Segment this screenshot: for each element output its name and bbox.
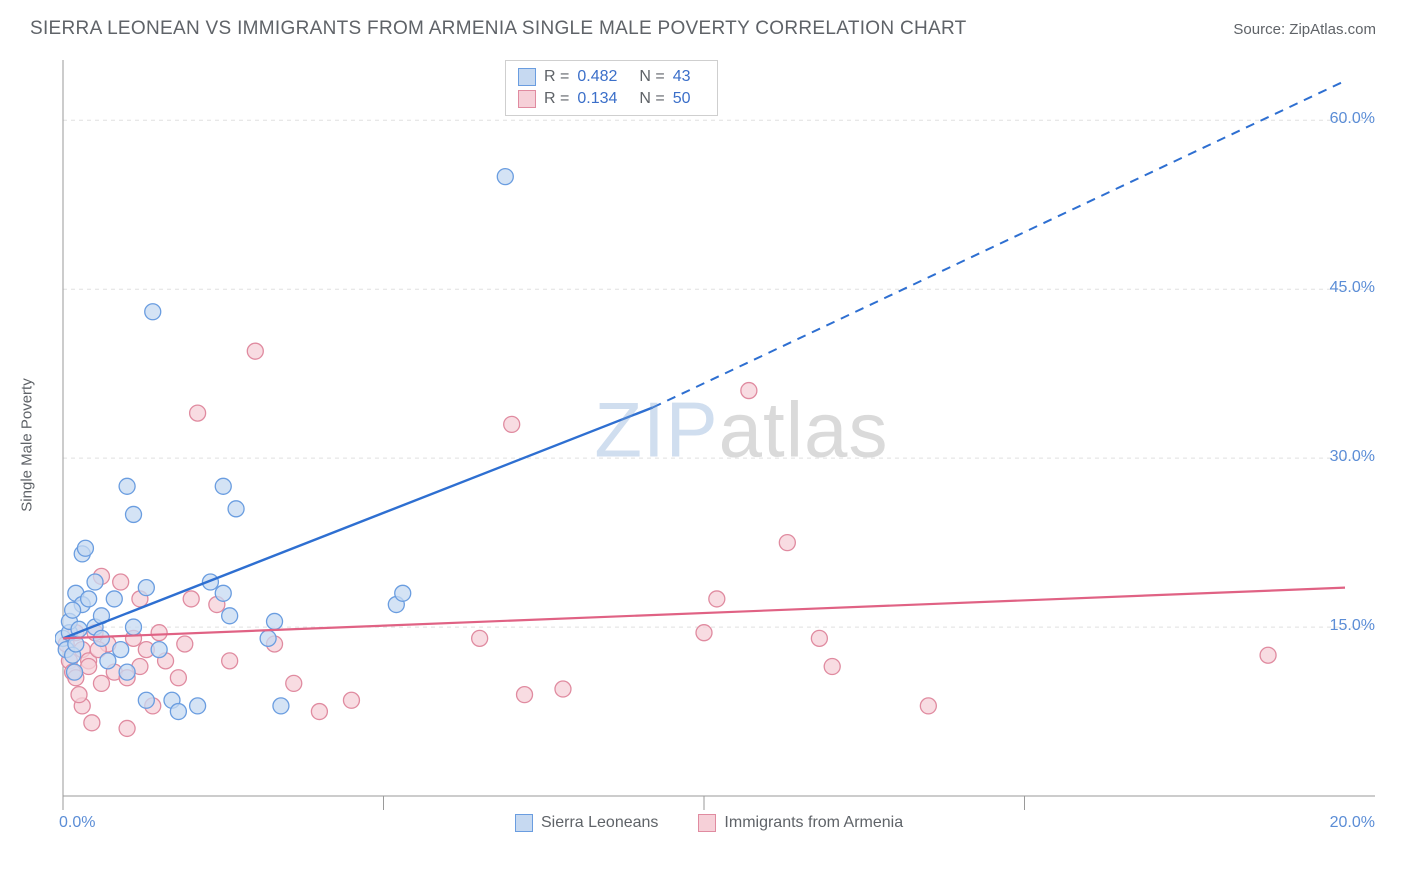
- n-label: N =: [639, 68, 664, 86]
- legend-swatch-b-icon: [698, 814, 716, 832]
- y-tick-label: 60.0%: [1330, 110, 1375, 128]
- stats-row-a: R = 0.482 N = 43: [518, 66, 705, 88]
- n-value-a: 43: [673, 68, 691, 86]
- y-tick-label: 15.0%: [1330, 617, 1375, 635]
- source-value: ZipAtlas.com: [1289, 21, 1376, 38]
- source-label: Source:: [1233, 21, 1289, 38]
- r-label: R =: [544, 68, 569, 86]
- legend-label-a: Sierra Leoneans: [541, 814, 658, 832]
- chart-title: SIERRA LEONEAN VS IMMIGRANTS FROM ARMENI…: [30, 18, 967, 40]
- swatch-a-icon: [518, 68, 536, 86]
- r-value-b: 0.134: [577, 90, 617, 108]
- series-legend: Sierra Leoneans Immigrants from Armenia: [515, 814, 903, 832]
- r-value-a: 0.482: [577, 68, 617, 86]
- swatch-b-icon: [518, 90, 536, 108]
- legend-item-a: Sierra Leoneans: [515, 814, 658, 832]
- chart-area: Single Male Poverty ZIPatlas R = 0.482 N…: [55, 60, 1375, 830]
- legend-label-b: Immigrants from Armenia: [724, 814, 903, 832]
- legend-swatch-a-icon: [515, 814, 533, 832]
- y-tick-label: 45.0%: [1330, 279, 1375, 297]
- y-axis-label: Single Male Poverty: [19, 378, 36, 511]
- x-tick-label: 0.0%: [59, 814, 95, 832]
- r-label: R =: [544, 90, 569, 108]
- n-label: N =: [639, 90, 664, 108]
- scatter-plot: [55, 60, 1375, 830]
- legend-item-b: Immigrants from Armenia: [698, 814, 903, 832]
- n-value-b: 50: [673, 90, 691, 108]
- stats-row-b: R = 0.134 N = 50: [518, 88, 705, 110]
- source-attribution: Source: ZipAtlas.com: [1233, 21, 1376, 38]
- y-tick-label: 30.0%: [1330, 448, 1375, 466]
- x-tick-label: 20.0%: [1330, 814, 1375, 832]
- stats-legend: R = 0.482 N = 43 R = 0.134 N = 50: [505, 60, 718, 116]
